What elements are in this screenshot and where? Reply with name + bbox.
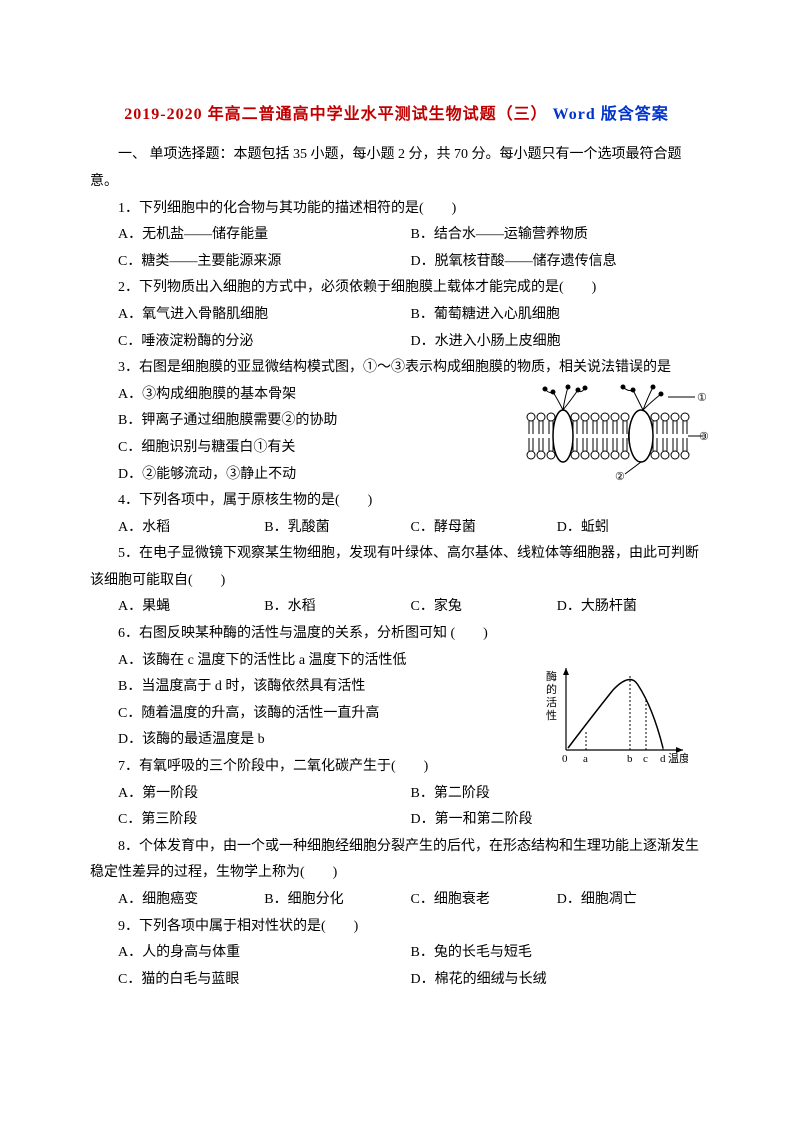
q7-b: B．第二阶段 <box>411 781 704 808</box>
q8-b: B．细胞分化 <box>264 887 410 914</box>
title-red: 2019-2020 年高二普通高中学业水平测试生物试题（三） <box>124 106 547 123</box>
q5-d: D．大肠杆菌 <box>557 594 703 621</box>
q8-stem: 8．个体发育中，由一个或一种细胞经细胞分裂产生的后代，在形态结构和生理功能上逐渐… <box>90 834 703 887</box>
q2-b: B．葡萄糖进入心肌细胞 <box>411 302 704 329</box>
graph-ylabel-4: 性 <box>546 708 557 722</box>
q1-d: D．脱氧核苷酸——储存遗传信息 <box>411 249 704 276</box>
q2-a: A．氧气进入骨骼肌细胞 <box>118 302 411 329</box>
q1-b: B．结合水——运输营养物质 <box>411 222 704 249</box>
q2-d: D．水进入小肠上皮细胞 <box>411 329 704 356</box>
membrane-label-3: ③ <box>699 431 708 443</box>
q6-stem: 6．右图反映某种酶的活性与温度的关系，分析图可知 ( ) <box>90 621 703 648</box>
graph-x0: 0 <box>562 753 568 765</box>
q9-d: D．棉花的细绒与长绒 <box>411 967 704 994</box>
q1-row1: A．无机盐——储存能量 B．结合水——运输营养物质 <box>90 222 703 249</box>
section-intro: 一、 单项选择题：本题包括 35 小题，每小题 2 分，共 70 分。每小题只有… <box>90 142 703 195</box>
q7-row2: C．第三阶段 D．第一和第二阶段 <box>90 807 703 834</box>
membrane-diagram: ① ③ ② <box>523 382 708 482</box>
q7-d: D．第一和第二阶段 <box>411 807 704 834</box>
q3-stem: 3．右图是细胞膜的亚显微结构模式图，①～③表示构成细胞膜的物质，相关说法错误的是 <box>90 355 703 382</box>
q5-b: B．水稻 <box>264 594 410 621</box>
q2-c: C．唾液淀粉酶的分泌 <box>118 329 411 356</box>
q9-b: B．兔的长毛与短毛 <box>411 940 704 967</box>
graph-xd: d <box>660 753 666 765</box>
q9-stem: 9．下列各项中属于相对性状的是( ) <box>90 914 703 941</box>
q5-stem: 5．在电子显微镜下观察某生物细胞，发现有叶绿体、高尔基体、线粒体等细胞器，由此可… <box>90 541 703 594</box>
graph-xc: c <box>643 753 648 765</box>
q4-b: B．乳酸菌 <box>264 515 410 542</box>
q9-row1: A．人的身高与体重 B．兔的长毛与短毛 <box>90 940 703 967</box>
q8-c: C．细胞衰老 <box>411 887 557 914</box>
q8-d: D．细胞凋亡 <box>557 887 703 914</box>
q2-row1: A．氧气进入骨骼肌细胞 B．葡萄糖进入心肌细胞 <box>90 302 703 329</box>
q9-row2: C．猫的白毛与蓝眼 D．棉花的细绒与长绒 <box>90 967 703 994</box>
q7-row1: A．第一阶段 B．第二阶段 <box>90 781 703 808</box>
graph-ylabel-3: 活 <box>546 696 557 709</box>
q5-c: C．家兔 <box>411 594 557 621</box>
q2-stem: 2．下列物质出入细胞的方式中，必须依赖于细胞膜上载体才能完成的是( ) <box>90 275 703 302</box>
q1-a: A．无机盐——储存能量 <box>118 222 411 249</box>
title-blue: Word 版含答案 <box>548 106 669 123</box>
q7-a: A．第一阶段 <box>118 781 411 808</box>
q9-c: C．猫的白毛与蓝眼 <box>118 967 411 994</box>
page-title: 2019-2020 年高二普通高中学业水平测试生物试题（三） Word 版含答案 <box>90 100 703 130</box>
q5-opts: A．果蝇 B．水稻 C．家兔 D．大肠杆菌 <box>90 594 703 621</box>
graph-xlabel: 温度 <box>668 751 688 765</box>
q4-stem: 4．下列各项中，属于原核生物的是( ) <box>90 488 703 515</box>
q1-row2: C．糖类——主要能源来源 D．脱氧核苷酸——储存遗传信息 <box>90 249 703 276</box>
q4-a: A．水稻 <box>118 515 264 542</box>
q4-opts: A．水稻 B．乳酸菌 C．酵母菌 D．蚯蚓 <box>90 515 703 542</box>
enzyme-graph: 酶 的 活 性 0 a b c d 温度 <box>538 660 688 768</box>
q9-a: A．人的身高与体重 <box>118 940 411 967</box>
q8-a: A．细胞癌变 <box>118 887 264 914</box>
graph-xa: a <box>583 753 588 765</box>
q4-d: D．蚯蚓 <box>557 515 703 542</box>
q8-opts: A．细胞癌变 B．细胞分化 C．细胞衰老 D．细胞凋亡 <box>90 887 703 914</box>
graph-ylabel-2: 的 <box>546 682 557 696</box>
q5-a: A．果蝇 <box>118 594 264 621</box>
q7-c: C．第三阶段 <box>118 807 411 834</box>
q4-c: C．酵母菌 <box>411 515 557 542</box>
graph-xb: b <box>627 753 633 765</box>
membrane-label-1: ① <box>697 392 707 404</box>
graph-ylabel-1: 酶 <box>546 670 557 683</box>
q1-c: C．糖类——主要能源来源 <box>118 249 411 276</box>
membrane-label-2: ② <box>615 471 625 482</box>
q1-stem: 1．下列细胞中的化合物与其功能的描述相符的是( ) <box>90 196 703 223</box>
q2-row2: C．唾液淀粉酶的分泌 D．水进入小肠上皮细胞 <box>90 329 703 356</box>
